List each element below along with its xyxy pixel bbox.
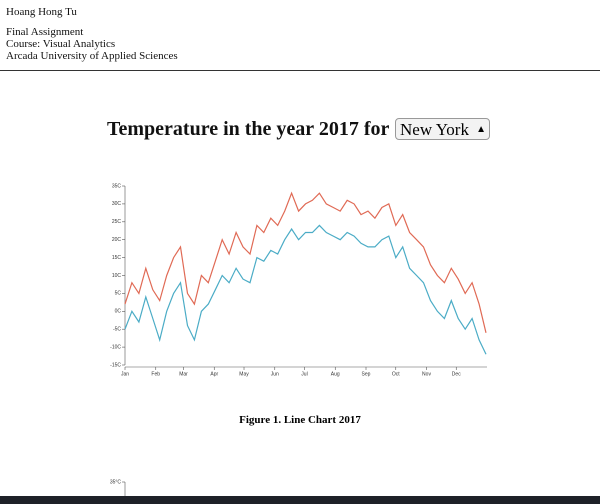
y-tick-label: -10C	[110, 344, 121, 350]
x-tick-label: Mar	[179, 371, 188, 377]
select-arrow: ▲	[476, 124, 486, 135]
header-line: Arcada University of Applied Sciences	[6, 50, 178, 62]
x-tick-label: Jul	[301, 371, 307, 377]
second-chart-tick-label: 35°C	[110, 479, 122, 485]
y-tick-label: 5C	[115, 291, 122, 297]
y-tick-label: -15C	[110, 362, 121, 368]
x-tick-label: Jan	[121, 371, 129, 377]
y-tick-label: 15C	[112, 255, 122, 261]
x-tick-label: May	[239, 371, 249, 377]
temperature-line	[124, 191, 487, 333]
city-select-value: New York	[400, 120, 469, 139]
x-tick-label: Oct	[392, 371, 400, 377]
x-tick-label: Nov	[422, 371, 431, 377]
divider	[0, 70, 600, 71]
heading: Temperature in the year 2017 for	[107, 118, 390, 140]
x-tick-label: Feb	[151, 371, 160, 377]
header-line: Course: Visual Analytics	[6, 38, 116, 50]
y-tick-label: 35C	[112, 183, 122, 189]
y-tick-label: 20C	[112, 237, 122, 243]
author: Hoang Hong Tu	[6, 6, 77, 18]
x-tick-label: Apr	[210, 371, 218, 377]
y-tick-label: 10C	[112, 273, 122, 279]
y-tick-label: 0C	[115, 309, 122, 315]
x-tick-label: Jun	[271, 371, 279, 377]
x-tick-label: Aug	[331, 371, 340, 377]
y-tick-label: 30C	[112, 201, 122, 207]
header-line: Final Assignment	[6, 26, 84, 38]
taskbar	[0, 496, 600, 504]
x-tick-label: Sep	[362, 371, 371, 377]
city-select[interactable]: New York ▲	[395, 118, 490, 140]
y-tick-label: -5C	[113, 327, 121, 333]
y-tick-label: 25C	[112, 219, 122, 225]
x-tick-label: Dec	[452, 371, 461, 377]
caption: Figure 1. Line Chart 2017	[239, 414, 361, 426]
temperature-line	[124, 224, 487, 355]
